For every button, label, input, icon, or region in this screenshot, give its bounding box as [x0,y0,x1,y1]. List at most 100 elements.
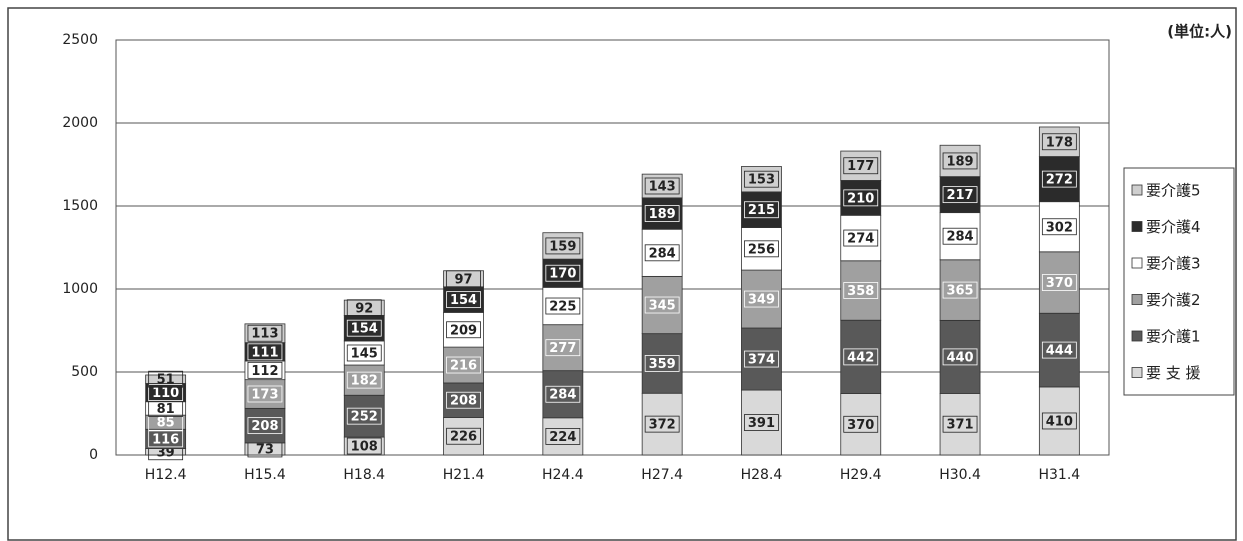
value-label: 210 [847,191,874,206]
value-label: 112 [251,364,278,379]
bar-segment [542,324,584,372]
value-label: 208 [450,394,477,409]
bar-segment [939,212,981,261]
bar-segment [939,259,981,321]
value-label-box [644,415,680,433]
value-label: 272 [1046,173,1073,188]
legend-swatch [1131,257,1143,269]
value-label: 217 [946,188,973,203]
value-label-box [744,414,779,431]
value-label: 358 [847,284,874,299]
frame [7,7,1237,541]
y-tick-label: 2500 [62,32,98,48]
value-label-box [346,407,382,425]
value-label-box [843,229,879,247]
value-label: 154 [450,293,477,308]
value-label-box [942,348,978,366]
value-label: 215 [748,203,775,218]
value-label: 189 [649,207,676,222]
bar-segment [641,333,683,394]
bar-segment [244,407,286,444]
y-tick-label: 0 [89,447,98,463]
value-label-box [644,244,680,262]
bar-segment [542,370,584,419]
value-label-box [744,240,779,258]
value-label: 189 [946,154,973,169]
value-label: 440 [946,350,973,365]
value-label-box [744,290,779,308]
bar-segment [641,392,683,456]
value-label: 284 [649,246,676,261]
value-label-box [1041,133,1077,151]
value-label-box [148,430,184,448]
bar-segment [443,286,484,313]
value-label-box [247,417,283,435]
value-label: 111 [251,345,278,360]
bar-segment [343,394,385,438]
value-label-box [942,415,978,433]
value-label-box [346,319,382,337]
x-tick-label: H29.4 [840,467,882,483]
value-label-box [942,281,978,299]
value-label-box [644,355,680,372]
legend-swatch [1131,330,1143,342]
value-label-box [446,356,481,374]
bar-segment [145,374,187,384]
value-label: 284 [946,230,973,245]
x-tick-label: H28.4 [741,467,783,483]
value-label-box [843,348,879,366]
legend-label: 要介護3 [1146,255,1201,273]
bar-segment [840,393,882,456]
value-label: 226 [450,430,477,445]
value-label-box [545,264,581,282]
value-label: 182 [351,374,378,389]
legend-label: 要介護2 [1146,291,1201,309]
bar-segment [1038,251,1080,314]
value-label: 108 [351,440,378,455]
legend-box [1123,167,1235,396]
y-tick-label: 1000 [62,281,98,297]
y-tick-label: 1500 [62,198,98,214]
legend-label: 要介護1 [1146,328,1201,346]
bar-segment [641,173,683,199]
value-label: 178 [1046,135,1073,150]
value-label: 159 [549,239,576,254]
value-label-box [446,321,481,339]
legend-label: 要介護4 [1146,218,1201,236]
value-label: 256 [748,242,775,257]
x-tick-label: H31.4 [1038,467,1080,483]
value-label: 284 [549,388,576,403]
bar-segment [343,364,385,396]
bar-segment [939,144,981,178]
value-label-box [843,157,879,175]
value-label: 153 [748,173,775,188]
legend-swatch [1131,367,1143,378]
value-label: 216 [450,359,477,374]
value-label: 410 [1046,414,1073,429]
value-label: 177 [847,159,874,174]
bar-segment [840,180,882,216]
value-label: 73 [256,442,274,457]
value-label-box [942,227,978,245]
value-label-box [644,177,680,195]
value-label: 113 [251,327,278,342]
value-label: 442 [847,350,874,365]
value-label: 143 [649,179,676,194]
value-label-box [1041,218,1077,236]
value-label: 224 [549,430,576,445]
x-tick-label: H15.4 [244,467,286,483]
value-label-box [247,361,283,379]
value-label-box [148,384,184,401]
value-label: 277 [549,341,576,356]
value-label: 225 [549,300,576,315]
y-tick-label: 2000 [62,115,98,131]
value-label: 85 [157,416,175,431]
value-label-box [446,270,481,288]
value-label-box [545,428,581,445]
bar-segment [939,319,981,394]
value-label-box [446,391,481,409]
value-label-box [247,343,283,361]
bar-segment [1038,126,1080,157]
x-tick-label: H30.4 [939,467,981,483]
